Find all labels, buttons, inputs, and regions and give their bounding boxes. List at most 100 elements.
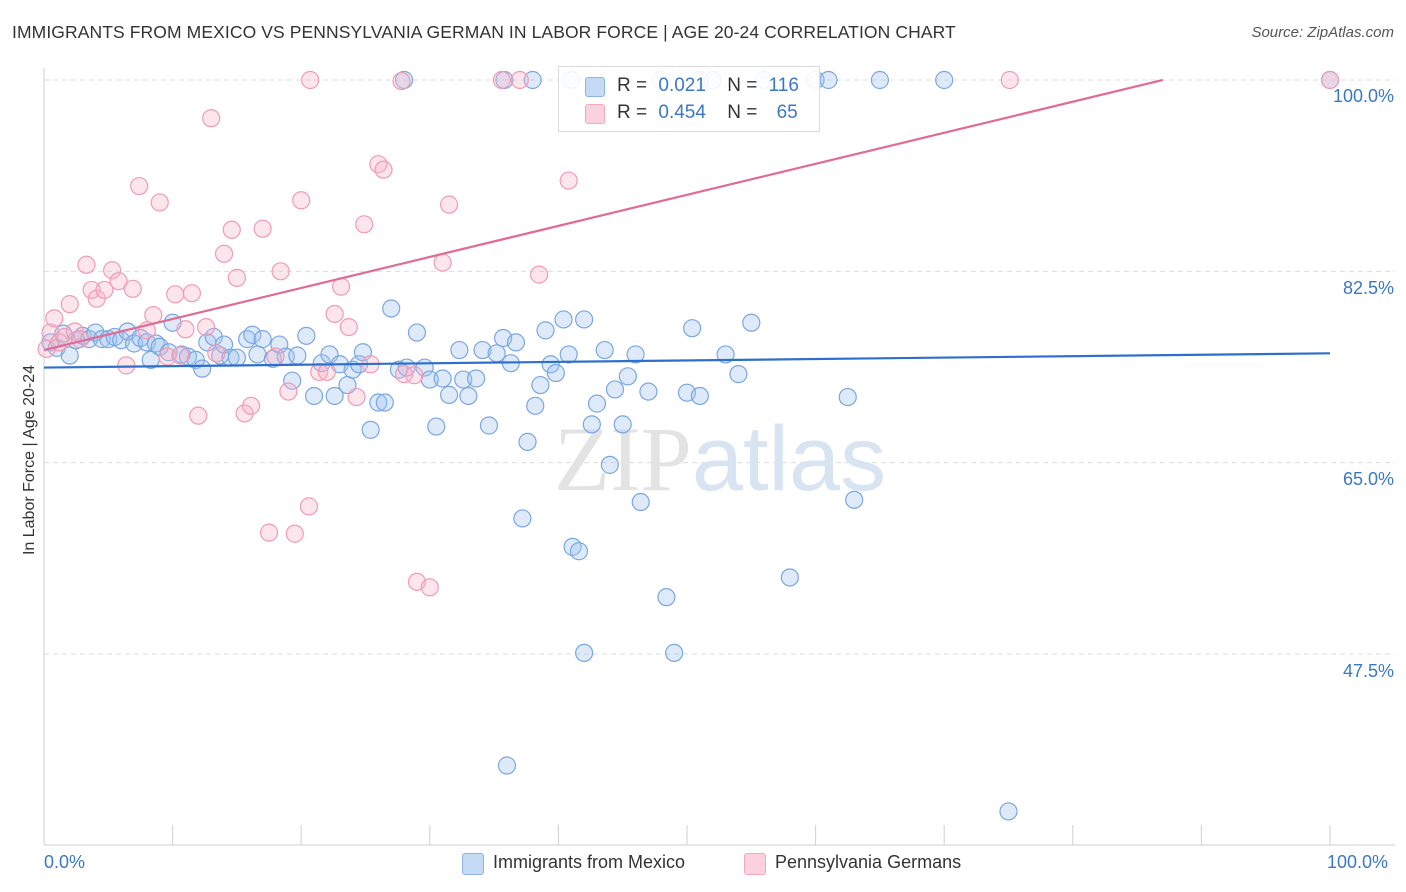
data-point <box>838 387 857 407</box>
legend-row-blue: R = 0.021 N = 116 <box>617 75 799 97</box>
chart-title: IMMIGRANTS FROM MEXICO VS PENNSYLVANIA G… <box>12 22 956 42</box>
data-point <box>575 310 594 329</box>
data-point <box>657 588 676 607</box>
data-point <box>325 386 344 406</box>
data-point <box>407 323 427 342</box>
data-point <box>285 524 304 543</box>
data-point <box>600 455 619 474</box>
data-point <box>595 340 614 360</box>
data-point <box>392 71 411 91</box>
data-point <box>780 568 799 587</box>
data-point <box>433 253 452 272</box>
x-tick-label-0: 0.0% <box>44 852 86 872</box>
data-point <box>518 432 537 451</box>
legend-n-value: 116 <box>768 75 799 96</box>
legend-n-label: N = <box>727 75 758 96</box>
data-point <box>618 367 637 386</box>
data-point <box>492 70 511 90</box>
data-point <box>271 262 290 281</box>
data-point <box>182 284 201 303</box>
data-point <box>266 347 285 366</box>
data-point <box>497 756 517 775</box>
source-credit: Source: ZipAtlas.com <box>1251 24 1394 41</box>
data-point <box>473 340 492 360</box>
data-point <box>523 70 542 90</box>
data-point <box>665 643 684 663</box>
bottom-legend-label-pink: Pennsylvania Germans <box>775 852 962 872</box>
x-tick-label-100: 100.0% <box>1327 852 1389 872</box>
data-point <box>510 70 529 90</box>
data-point <box>109 272 128 291</box>
data-point <box>626 345 645 364</box>
data-point <box>690 386 709 406</box>
y-tick-label-100: 100.0% <box>1332 86 1394 106</box>
data-point <box>639 382 658 401</box>
data-point <box>420 578 439 597</box>
y-axis-label: In Labor Force | Age 20-24 <box>21 364 38 556</box>
data-point <box>347 387 366 407</box>
data-point <box>292 191 311 210</box>
data-point <box>1000 70 1019 90</box>
data-point <box>214 244 234 263</box>
data-point <box>171 346 190 365</box>
data-point <box>283 371 302 390</box>
data-point <box>1320 70 1340 90</box>
data-point <box>207 344 226 363</box>
bottom-legend-swatch-pink <box>744 853 766 875</box>
data-point <box>466 369 486 388</box>
data-point <box>541 355 560 374</box>
legend-n-value: 65 <box>776 102 798 123</box>
data-point <box>433 369 452 388</box>
grid-lines <box>44 79 1395 655</box>
data-point <box>355 215 374 234</box>
data-point <box>405 366 424 385</box>
data-point <box>227 268 246 287</box>
data-point <box>189 406 208 425</box>
data-point <box>304 386 324 406</box>
data-point <box>506 333 526 352</box>
legend-swatch-blue <box>585 77 605 97</box>
data-point <box>559 345 578 364</box>
watermark-zip: ZIP <box>554 408 692 510</box>
data-point <box>439 385 459 404</box>
data-point <box>479 416 499 435</box>
data-point <box>144 305 163 325</box>
data-point <box>716 345 735 364</box>
data-point <box>361 420 380 439</box>
legend-n-label: N = <box>727 102 758 123</box>
data-point <box>253 219 272 238</box>
legend-r-value: 0.021 <box>658 75 706 96</box>
data-point <box>60 346 79 365</box>
data-point <box>297 326 316 345</box>
legend-r-label: R = <box>617 75 648 96</box>
data-point <box>587 394 607 413</box>
data-point <box>427 417 446 436</box>
data-point <box>513 509 532 528</box>
data-point <box>299 497 319 516</box>
data-point <box>999 802 1018 821</box>
data-point <box>459 386 478 406</box>
data-point <box>374 160 393 179</box>
bottom-legend-label-blue: Immigrants from Mexico <box>493 852 686 872</box>
data-point <box>150 193 169 212</box>
legend-r-label: R = <box>617 102 648 123</box>
legend-row-pink: R = 0.454 N = 65 <box>617 102 798 124</box>
data-point <box>536 321 555 340</box>
legend-r-value: 0.454 <box>658 102 706 123</box>
data-point <box>176 320 195 339</box>
data-point <box>439 195 459 214</box>
watermark-atlas: atlas <box>692 408 886 510</box>
data-point <box>77 255 96 274</box>
data-point <box>845 490 864 509</box>
data-point <box>935 70 954 90</box>
data-point <box>202 109 221 128</box>
data-point <box>631 492 650 512</box>
data-point <box>279 382 298 401</box>
data-point <box>530 265 549 284</box>
data-point <box>450 340 469 360</box>
data-point <box>45 309 64 328</box>
data-point <box>870 70 890 90</box>
data-point <box>369 155 388 174</box>
data-point <box>166 285 185 304</box>
data-point <box>193 359 212 378</box>
